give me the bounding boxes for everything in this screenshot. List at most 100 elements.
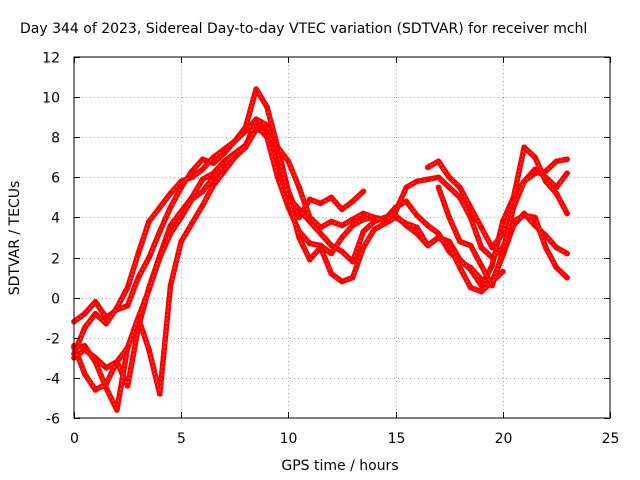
data-point — [167, 204, 174, 211]
data-point — [221, 146, 227, 153]
data-point — [446, 214, 453, 221]
data-point — [521, 178, 527, 185]
tick-marks — [74, 57, 611, 419]
y-tick-label: 8 — [51, 131, 60, 147]
data-point — [189, 168, 195, 175]
data-point — [178, 238, 184, 245]
data-point — [425, 242, 431, 249]
data-point — [317, 224, 324, 231]
data-point — [425, 176, 431, 183]
data-point — [467, 204, 474, 211]
data-point — [478, 262, 485, 269]
data-point — [189, 196, 195, 203]
data-point — [500, 248, 506, 255]
data-point — [210, 154, 217, 161]
data-point — [167, 190, 174, 197]
data-point — [542, 244, 549, 251]
data-point — [253, 86, 259, 92]
data-point — [274, 174, 281, 181]
data-point — [199, 166, 206, 173]
data-point — [403, 220, 410, 227]
data-point — [435, 230, 442, 237]
series-s5 — [71, 126, 570, 371]
data-point — [489, 254, 495, 261]
data-point — [457, 264, 463, 271]
data-point — [489, 244, 495, 251]
data-point — [446, 242, 453, 249]
data-point — [199, 176, 206, 183]
data-point — [317, 200, 324, 207]
data-point — [467, 284, 474, 291]
data-point — [103, 320, 109, 327]
data-point — [435, 184, 442, 191]
data-point — [564, 170, 570, 177]
data-point — [564, 250, 570, 257]
data-point — [307, 214, 313, 221]
data-point — [371, 226, 378, 233]
series-s6 — [425, 144, 570, 251]
data-point — [392, 208, 399, 215]
data-point — [253, 126, 259, 132]
data-point — [157, 228, 163, 235]
x-tick-label: 20 — [495, 431, 513, 447]
plot-area-frame — [73, 56, 611, 419]
x-tick-label: 25 — [602, 431, 620, 447]
data-point — [532, 214, 538, 221]
data-point — [564, 156, 570, 163]
data-point — [328, 218, 335, 225]
data-point — [221, 162, 227, 169]
y-tick-label: 6 — [51, 171, 60, 187]
data-point — [349, 274, 356, 281]
data-point — [360, 244, 367, 251]
data-point — [285, 158, 292, 165]
data-point — [114, 304, 120, 311]
data-point — [339, 248, 345, 255]
y-tick-label: 4 — [51, 211, 60, 227]
data-point — [178, 178, 184, 185]
data-point — [124, 302, 131, 309]
data-point — [457, 184, 463, 191]
data-point — [232, 150, 238, 157]
data-point — [382, 218, 388, 225]
data-point — [189, 174, 195, 181]
data-point — [414, 224, 420, 231]
data-point — [135, 314, 142, 321]
data-point — [124, 345, 131, 351]
data-point — [124, 383, 131, 389]
data-point — [446, 174, 453, 181]
series-marker-texture — [73, 124, 504, 391]
data-point — [253, 116, 259, 122]
data-point — [532, 154, 538, 161]
data-point — [349, 216, 356, 223]
data-point — [296, 206, 302, 213]
grid-lines — [74, 57, 610, 418]
data-point — [146, 254, 152, 261]
data-point — [285, 194, 292, 201]
data-point — [339, 222, 345, 229]
x-tick-label: 10 — [280, 431, 298, 447]
y-tick-label: -6 — [46, 412, 60, 428]
data-point — [339, 234, 345, 241]
data-point — [242, 128, 249, 134]
data-point — [307, 240, 313, 247]
data-point — [114, 407, 120, 413]
data-point — [360, 188, 367, 195]
data-point — [435, 234, 442, 241]
data-point — [478, 276, 485, 283]
data-point — [210, 174, 217, 181]
x-tick-label: 15 — [388, 431, 406, 447]
y-tick-label: -2 — [46, 332, 60, 348]
data-point — [457, 238, 463, 245]
data-point — [157, 391, 163, 397]
data-point — [296, 234, 302, 241]
data-point — [339, 206, 345, 213]
data-point — [92, 310, 99, 317]
data-point — [92, 355, 99, 361]
data-point — [124, 284, 131, 291]
series-s7 — [435, 156, 570, 289]
series-marker-texture — [73, 118, 568, 411]
data-point — [467, 214, 474, 221]
data-point — [532, 170, 538, 177]
data-point — [103, 385, 109, 391]
data-point — [403, 184, 410, 191]
